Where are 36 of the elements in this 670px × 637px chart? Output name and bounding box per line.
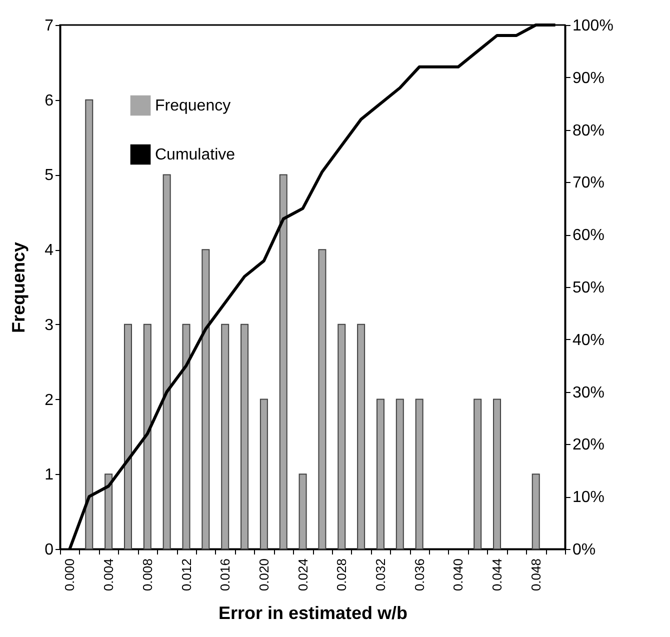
legend-label: Frequency — [155, 98, 231, 114]
x-tick-label: 0.028 — [334, 558, 350, 592]
y-tick-label: 6 — [44, 92, 54, 110]
y2-tick-label: 50% — [572, 280, 605, 296]
y-tick-label: 0 — [44, 542, 54, 558]
y2-tick-label: 0% — [572, 542, 596, 558]
x-tick-label: 0.040 — [450, 558, 466, 592]
y2-tick-label: 30% — [572, 384, 605, 402]
x-tick-label: 0.012 — [178, 558, 194, 592]
x-tick-label: 0.008 — [140, 558, 155, 592]
y-tick-label: 1 — [44, 466, 54, 484]
y2-tick-label: 80% — [572, 122, 605, 140]
x-tick-label: 0.036 — [412, 558, 427, 592]
y-tick-label: 2 — [44, 392, 54, 409]
y2-tick-label: 10% — [572, 489, 605, 506]
y-tick-label: 7 — [44, 18, 54, 34]
y2-tick-label: 70% — [572, 174, 605, 192]
y2-tick-label: 60% — [572, 227, 605, 244]
x-tick-label: 0.032 — [372, 558, 388, 592]
x-tick-label: 0.048 — [528, 558, 544, 592]
x-tick-label: 0.016 — [218, 558, 233, 592]
x-tick-label: 0.024 — [295, 558, 310, 592]
legend-label: Cumulative — [155, 146, 236, 164]
x-tick-label: 0.044 — [490, 558, 505, 592]
x-tick-label: 0.004 — [101, 558, 116, 592]
y2-tick-label: 90% — [572, 70, 605, 87]
y-axis-title: Frequency — [8, 242, 29, 334]
y-tick-label: 3 — [44, 316, 54, 334]
y-tick-label: 5 — [44, 167, 54, 184]
y-tick-label: 4 — [44, 242, 54, 260]
x-tick-label: 0.000 — [62, 558, 78, 592]
y2-tick-label: 20% — [572, 436, 605, 454]
x-axis-title: Error in estimated w/b — [218, 603, 408, 624]
y2-tick-label: 40% — [572, 332, 605, 349]
y2-tick-label: 100% — [572, 18, 614, 34]
x-tick-label: 0.020 — [256, 558, 272, 592]
